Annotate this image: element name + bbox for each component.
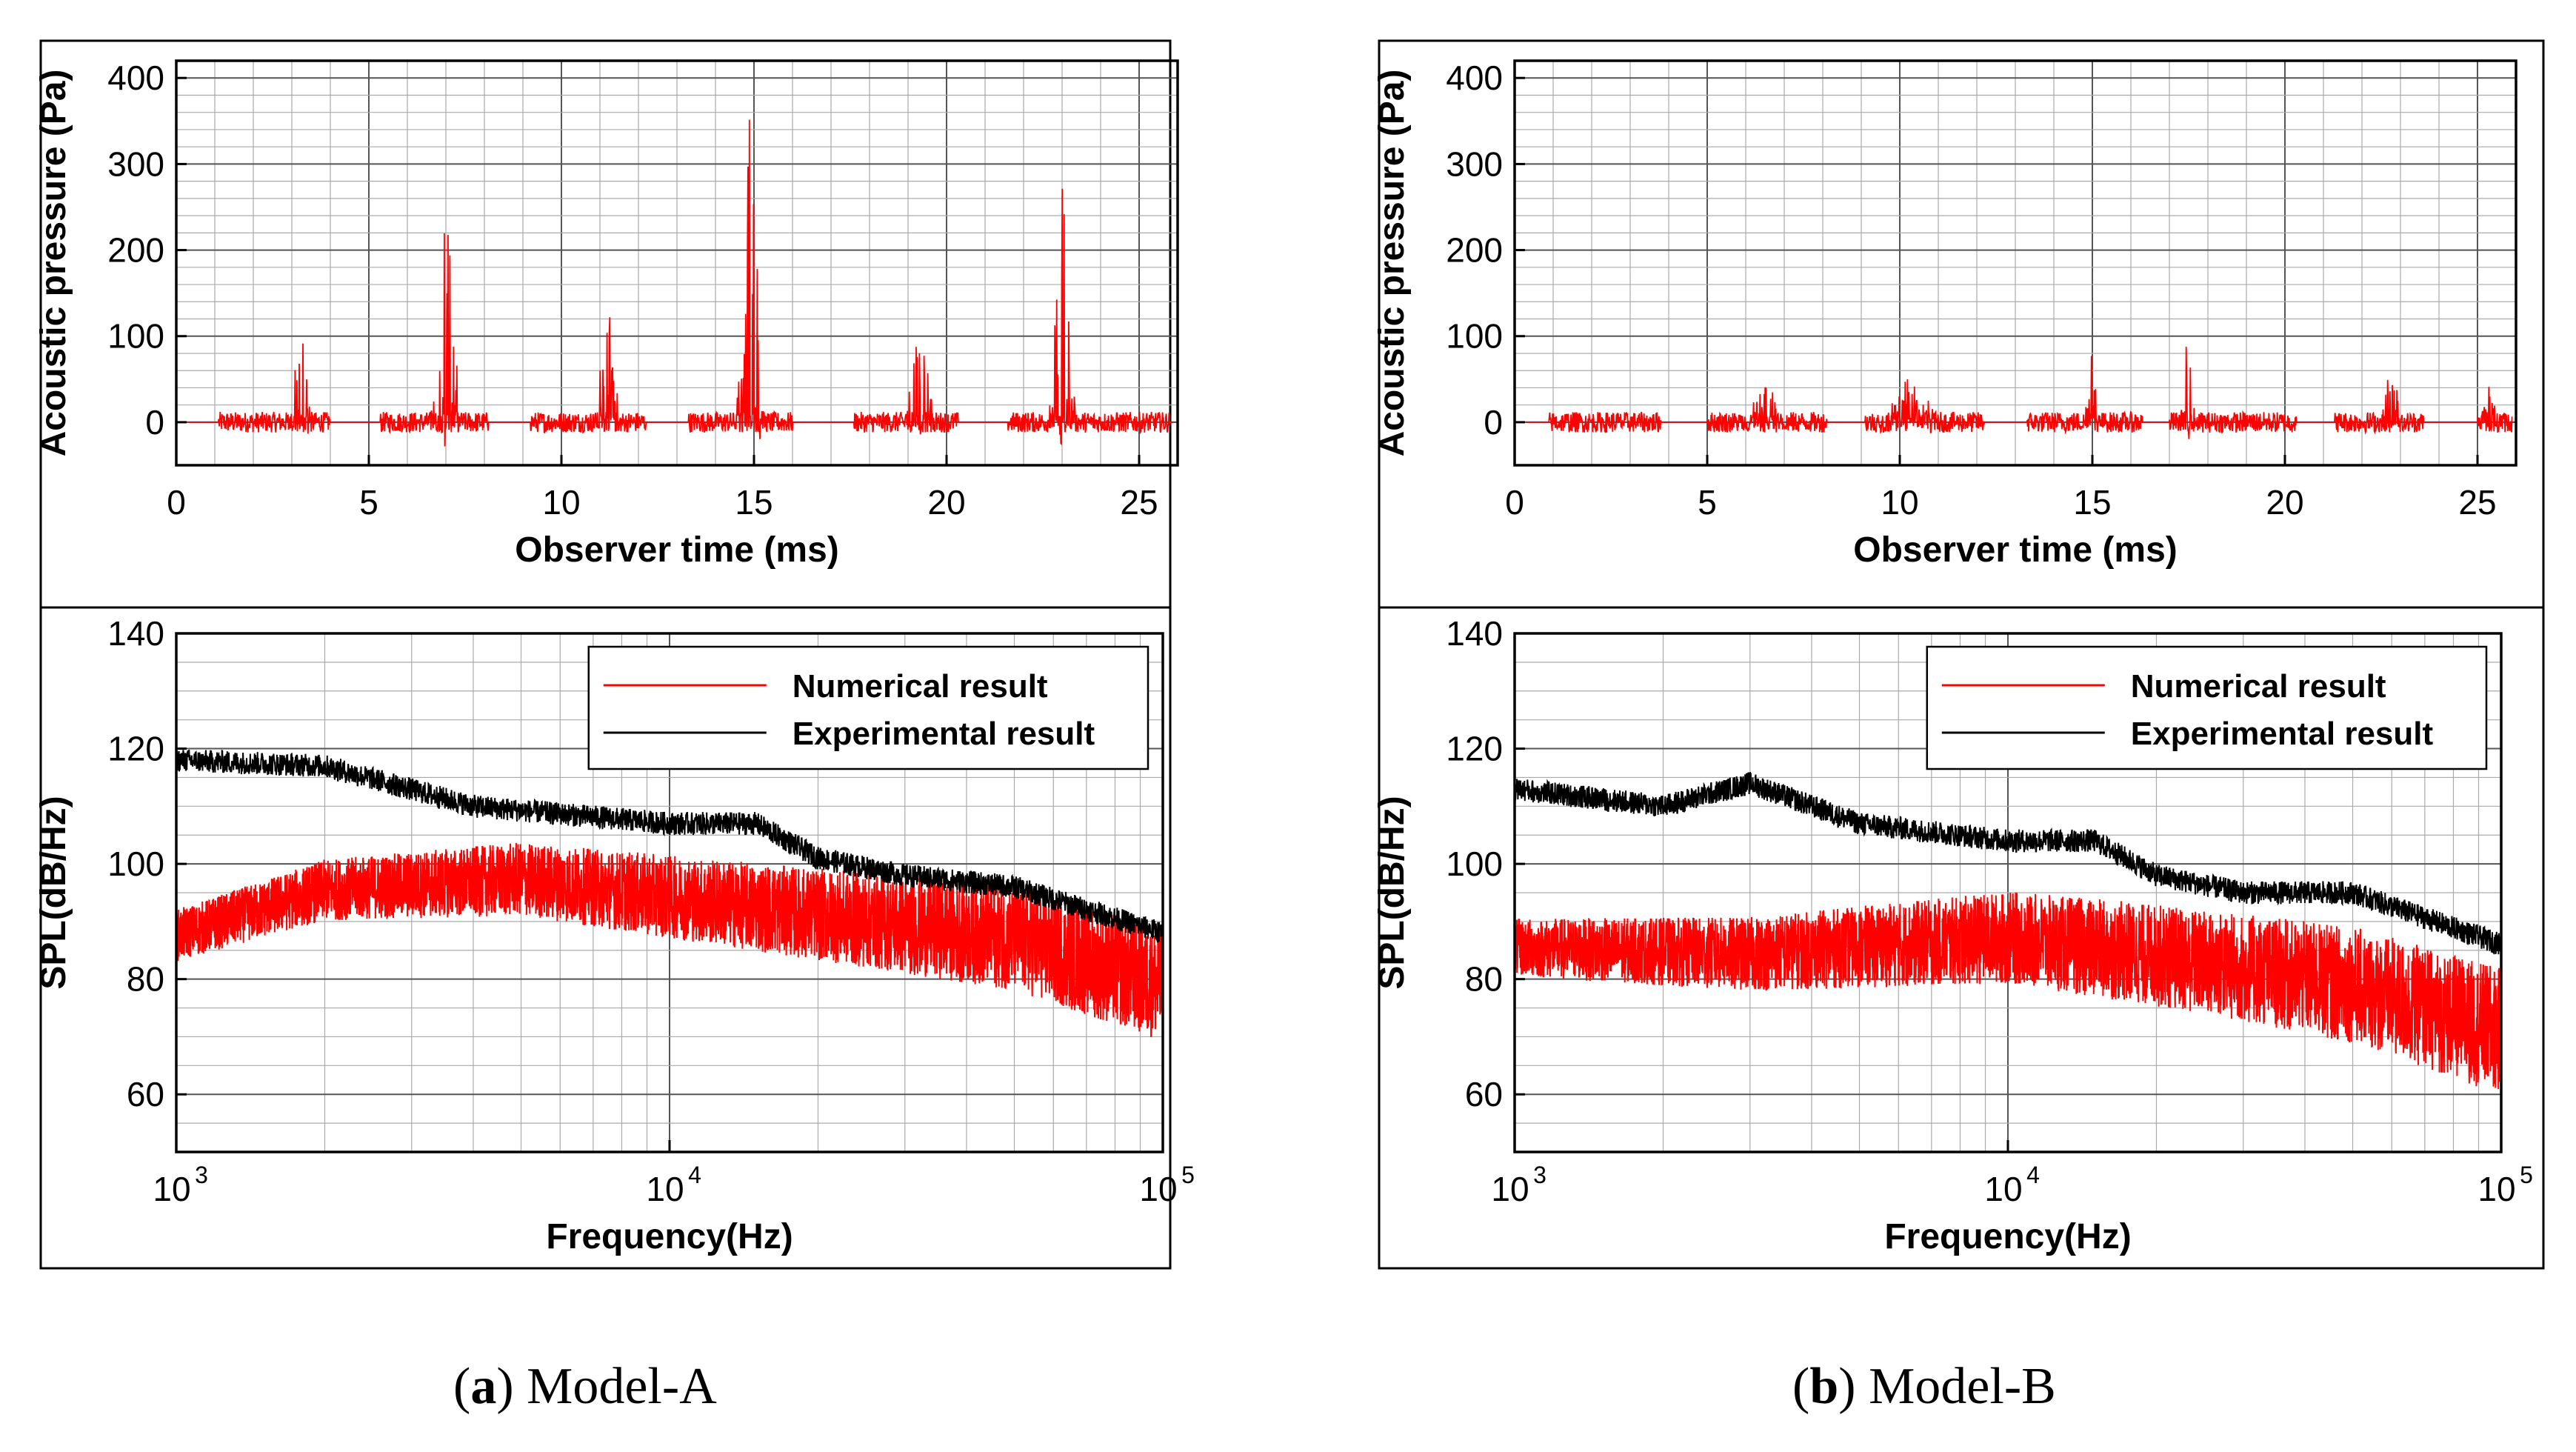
y-tick-label: 100	[1446, 317, 1503, 356]
x-tick-label: 15	[735, 483, 773, 522]
x-tick-label: 5	[1698, 483, 1717, 522]
x-tick-exponent: 3	[1533, 1162, 1546, 1188]
x-axis-label: Observer time (ms)	[515, 530, 839, 570]
y-tick-label: 300	[1446, 144, 1503, 183]
legend-box	[587, 645, 1149, 770]
caption-b-text: Model-B	[1869, 1358, 2056, 1415]
y-tick-label: 120	[107, 730, 164, 768]
series-line	[176, 749, 1164, 943]
x-tick-label: 0	[167, 483, 186, 522]
x-tick-label: 20	[927, 483, 965, 522]
y-axis-label: SPL(dB/Hz)	[1372, 796, 1412, 989]
y-tick-label: 0	[1484, 403, 1503, 442]
y-tick-label: 100	[1446, 845, 1503, 883]
grid-lines	[176, 61, 1178, 465]
caption-a: (a) Model-A	[453, 1358, 717, 1415]
panel-frame	[39, 39, 1172, 609]
x-tick-label: 15	[2073, 483, 2111, 522]
x-axis-label: Frequency(Hz)	[1884, 1217, 2131, 1256]
x-tick-label: 10	[153, 1170, 190, 1208]
grid-lines	[1514, 61, 2517, 465]
caption-b: (b) Model-B	[1792, 1358, 2056, 1415]
panel-frame	[39, 606, 1172, 1270]
x-tick-label: 25	[2458, 483, 2496, 522]
series-line	[1526, 347, 2513, 439]
x-tick-label: 10	[2477, 1170, 2515, 1208]
x-tick-label: 0	[1505, 483, 1524, 522]
caption-a-letter: a	[470, 1358, 497, 1415]
y-tick-label: 200	[107, 231, 164, 270]
y-tick-label: 100	[107, 845, 164, 883]
x-tick-label: 10	[1881, 483, 1918, 522]
y-tick-label: 60	[1465, 1075, 1503, 1113]
legend-label: Numerical result	[2131, 668, 2386, 705]
series-line	[1514, 892, 2502, 1090]
legend: Numerical result Experimental result	[587, 645, 1149, 770]
y-axis-label: Acoustic pressure (Pa)	[34, 70, 73, 457]
y-tick-label: 400	[107, 59, 164, 97]
y-axis-label: Acoustic pressure (Pa)	[1372, 70, 1412, 457]
chart-b-top: 0 5 10 15 20 25 0 100 200 300 400 Observer time (ms…	[1372, 59, 2517, 570]
legend-label: Experimental result	[2131, 716, 2434, 752]
series-line	[187, 119, 1174, 447]
y-tick-label: 60	[127, 1075, 164, 1113]
plot-area-border	[175, 59, 1179, 467]
y-tick-label: 100	[107, 317, 164, 356]
x-tick-label: 20	[2266, 483, 2303, 522]
x-tick-exponent: 4	[688, 1162, 701, 1188]
x-tick-label: 10	[646, 1170, 684, 1208]
y-tick-label: 120	[1446, 730, 1503, 768]
series-line	[176, 842, 1164, 1038]
y-tick-label: 0	[145, 403, 164, 442]
x-axis-label: Observer time (ms)	[1853, 530, 2178, 570]
legend-label: Numerical result	[793, 668, 1048, 705]
x-tick-label: 10	[542, 483, 580, 522]
x-tick-exponent: 5	[1181, 1162, 1195, 1188]
plot-area-border	[1513, 59, 2517, 467]
y-tick-label: 200	[1446, 231, 1503, 270]
y-tick-label: 400	[1446, 59, 1503, 97]
y-tick-label: 140	[107, 614, 164, 653]
legend-box	[1926, 645, 2488, 770]
x-tick-exponent: 4	[2026, 1162, 2040, 1188]
x-axis-label: Frequency(Hz)	[546, 1217, 793, 1256]
y-axis-label: SPL(dB/Hz)	[34, 796, 73, 989]
y-tick-label: 80	[1465, 960, 1503, 999]
legend-label: Experimental result	[793, 716, 1095, 752]
series-line	[1514, 771, 2502, 955]
x-tick-label: 10	[1984, 1170, 2022, 1208]
panel-frame	[1378, 39, 2545, 609]
x-tick-label: 5	[359, 483, 378, 522]
caption-b-letter: b	[1809, 1358, 1839, 1415]
x-tick-label: 10	[1139, 1170, 1177, 1208]
x-tick-exponent: 3	[195, 1162, 208, 1188]
x-tick-label: 10	[1491, 1170, 1529, 1208]
chart-b-bottom: 10 3 10 4 10 56080100120140Frequency(Hz)SPL(d…	[1372, 614, 2533, 1256]
chart-a-top: 0 5 10 15 20 25 0 100 200 300 400 Observer time (ms…	[34, 59, 1179, 570]
chart-a-bottom: 10 3 10 4 10 56080100120140Frequency(Hz)SPL(d…	[34, 614, 1195, 1256]
x-tick-label: 25	[1120, 483, 1158, 522]
y-tick-label: 80	[127, 960, 164, 999]
y-tick-label: 140	[1446, 614, 1503, 653]
legend: Numerical result Experimental result	[1926, 645, 2488, 770]
y-tick-label: 300	[107, 144, 164, 183]
x-tick-exponent: 5	[2520, 1162, 2533, 1188]
caption-a-text: Model-A	[527, 1358, 717, 1415]
panel-frame	[1378, 606, 2545, 1270]
